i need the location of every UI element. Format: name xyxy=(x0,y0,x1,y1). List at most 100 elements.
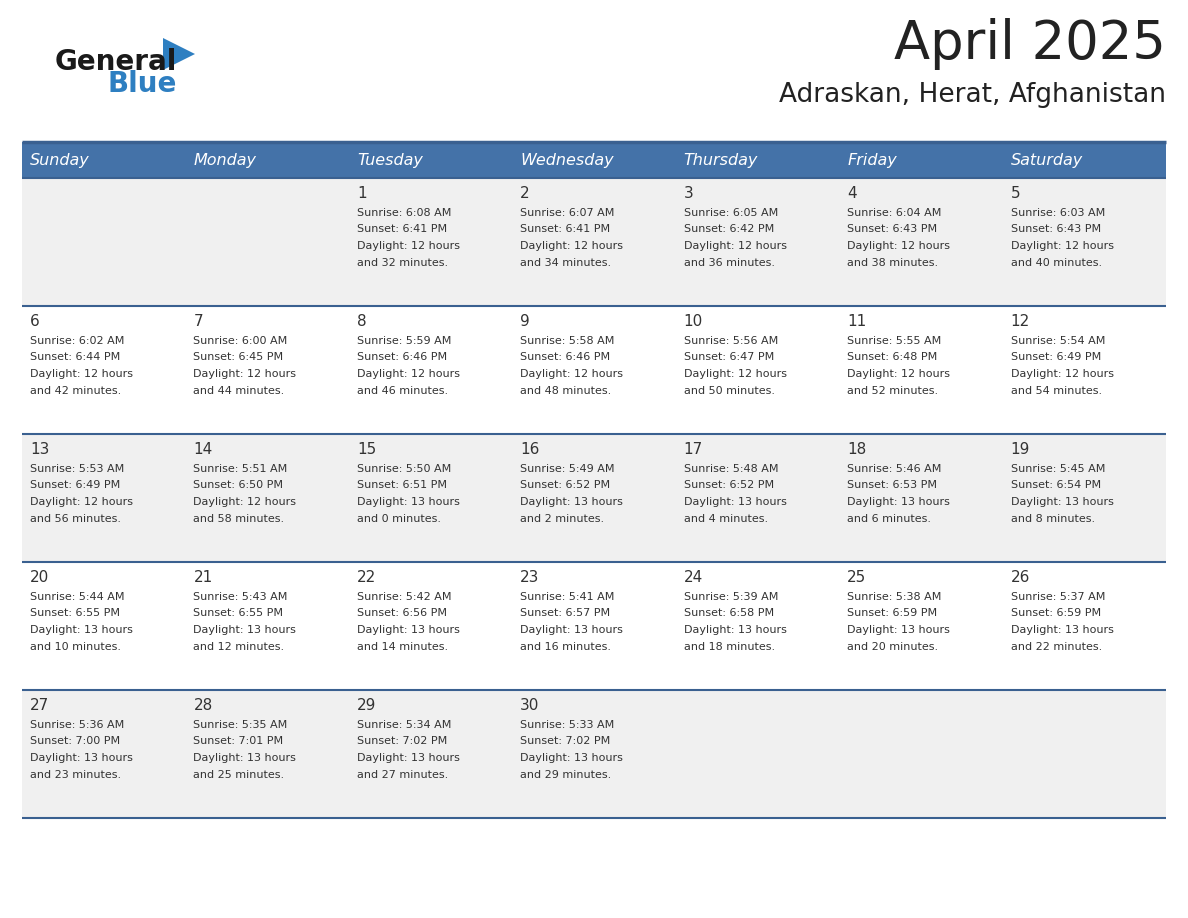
Text: Sunrise: 5:48 AM: Sunrise: 5:48 AM xyxy=(684,464,778,474)
Text: Sunset: 6:46 PM: Sunset: 6:46 PM xyxy=(520,353,611,363)
Text: and 34 minutes.: and 34 minutes. xyxy=(520,258,612,267)
Bar xyxy=(23,562,1165,690)
Text: Sunrise: 5:33 AM: Sunrise: 5:33 AM xyxy=(520,720,614,730)
Text: Sunset: 6:46 PM: Sunset: 6:46 PM xyxy=(356,353,447,363)
Text: Sunrise: 5:59 AM: Sunrise: 5:59 AM xyxy=(356,336,451,346)
Text: Sunset: 6:52 PM: Sunset: 6:52 PM xyxy=(684,480,773,490)
Text: and 32 minutes.: and 32 minutes. xyxy=(356,258,448,267)
Text: 29: 29 xyxy=(356,698,377,713)
Text: 30: 30 xyxy=(520,698,539,713)
Text: Sunset: 6:44 PM: Sunset: 6:44 PM xyxy=(30,353,120,363)
Bar xyxy=(23,434,1165,562)
Text: Thursday: Thursday xyxy=(684,152,758,167)
Text: Sunset: 6:41 PM: Sunset: 6:41 PM xyxy=(356,225,447,234)
Text: 8: 8 xyxy=(356,314,366,329)
Text: 5: 5 xyxy=(1011,186,1020,201)
Text: Sunrise: 6:02 AM: Sunrise: 6:02 AM xyxy=(30,336,125,346)
Text: and 2 minutes.: and 2 minutes. xyxy=(520,513,605,523)
Bar xyxy=(23,306,1165,434)
Text: 18: 18 xyxy=(847,442,866,457)
Text: Sunset: 6:43 PM: Sunset: 6:43 PM xyxy=(847,225,937,234)
Text: Sunday: Sunday xyxy=(30,152,90,167)
Text: Sunrise: 5:53 AM: Sunrise: 5:53 AM xyxy=(30,464,125,474)
Text: and 18 minutes.: and 18 minutes. xyxy=(684,642,775,652)
Text: Sunrise: 6:04 AM: Sunrise: 6:04 AM xyxy=(847,208,942,218)
Text: Daylight: 13 hours: Daylight: 13 hours xyxy=(684,497,786,507)
Text: Daylight: 13 hours: Daylight: 13 hours xyxy=(684,625,786,635)
Polygon shape xyxy=(163,38,195,70)
Text: Sunset: 6:41 PM: Sunset: 6:41 PM xyxy=(520,225,611,234)
Text: Daylight: 12 hours: Daylight: 12 hours xyxy=(30,497,133,507)
Text: 25: 25 xyxy=(847,570,866,585)
Text: Sunrise: 5:51 AM: Sunrise: 5:51 AM xyxy=(194,464,287,474)
Text: 17: 17 xyxy=(684,442,703,457)
Text: Sunrise: 5:34 AM: Sunrise: 5:34 AM xyxy=(356,720,451,730)
Text: and 40 minutes.: and 40 minutes. xyxy=(1011,258,1101,267)
Text: 26: 26 xyxy=(1011,570,1030,585)
Text: Sunset: 6:49 PM: Sunset: 6:49 PM xyxy=(1011,353,1101,363)
Text: and 29 minutes.: and 29 minutes. xyxy=(520,769,612,779)
Text: Daylight: 12 hours: Daylight: 12 hours xyxy=(520,369,624,379)
Text: Monday: Monday xyxy=(194,152,257,167)
Text: April 2025: April 2025 xyxy=(895,18,1165,70)
Text: Daylight: 12 hours: Daylight: 12 hours xyxy=(356,241,460,251)
Text: Sunrise: 5:46 AM: Sunrise: 5:46 AM xyxy=(847,464,942,474)
Text: Daylight: 13 hours: Daylight: 13 hours xyxy=(30,625,133,635)
Text: and 8 minutes.: and 8 minutes. xyxy=(1011,513,1094,523)
Text: Sunrise: 6:07 AM: Sunrise: 6:07 AM xyxy=(520,208,614,218)
Text: Daylight: 13 hours: Daylight: 13 hours xyxy=(847,497,950,507)
Text: 6: 6 xyxy=(30,314,39,329)
Text: Sunset: 6:57 PM: Sunset: 6:57 PM xyxy=(520,609,611,619)
Text: Daylight: 12 hours: Daylight: 12 hours xyxy=(194,369,297,379)
Text: 24: 24 xyxy=(684,570,703,585)
Text: and 12 minutes.: and 12 minutes. xyxy=(194,642,285,652)
Bar xyxy=(23,142,1165,178)
Text: 22: 22 xyxy=(356,570,377,585)
Text: and 56 minutes.: and 56 minutes. xyxy=(30,513,121,523)
Text: and 10 minutes.: and 10 minutes. xyxy=(30,642,121,652)
Text: and 4 minutes.: and 4 minutes. xyxy=(684,513,767,523)
Text: Sunrise: 5:50 AM: Sunrise: 5:50 AM xyxy=(356,464,451,474)
Text: Sunset: 6:45 PM: Sunset: 6:45 PM xyxy=(194,353,284,363)
Text: 11: 11 xyxy=(847,314,866,329)
Text: Daylight: 13 hours: Daylight: 13 hours xyxy=(356,497,460,507)
Text: Friday: Friday xyxy=(847,152,897,167)
Text: Sunset: 6:55 PM: Sunset: 6:55 PM xyxy=(30,609,120,619)
Text: 3: 3 xyxy=(684,186,694,201)
Text: Daylight: 13 hours: Daylight: 13 hours xyxy=(1011,625,1113,635)
Text: 12: 12 xyxy=(1011,314,1030,329)
Text: and 25 minutes.: and 25 minutes. xyxy=(194,769,285,779)
Text: 15: 15 xyxy=(356,442,377,457)
Text: and 50 minutes.: and 50 minutes. xyxy=(684,386,775,396)
Bar xyxy=(23,690,1165,818)
Text: Sunrise: 6:03 AM: Sunrise: 6:03 AM xyxy=(1011,208,1105,218)
Text: Sunset: 6:53 PM: Sunset: 6:53 PM xyxy=(847,480,937,490)
Bar xyxy=(23,178,1165,306)
Text: Tuesday: Tuesday xyxy=(356,152,423,167)
Text: Sunset: 6:49 PM: Sunset: 6:49 PM xyxy=(30,480,120,490)
Text: and 27 minutes.: and 27 minutes. xyxy=(356,769,448,779)
Text: and 44 minutes.: and 44 minutes. xyxy=(194,386,285,396)
Text: and 22 minutes.: and 22 minutes. xyxy=(1011,642,1101,652)
Text: 23: 23 xyxy=(520,570,539,585)
Text: Sunset: 6:50 PM: Sunset: 6:50 PM xyxy=(194,480,284,490)
Text: 10: 10 xyxy=(684,314,703,329)
Text: 4: 4 xyxy=(847,186,857,201)
Text: Sunrise: 5:35 AM: Sunrise: 5:35 AM xyxy=(194,720,287,730)
Text: Sunrise: 6:08 AM: Sunrise: 6:08 AM xyxy=(356,208,451,218)
Text: and 38 minutes.: and 38 minutes. xyxy=(847,258,939,267)
Text: Sunrise: 5:56 AM: Sunrise: 5:56 AM xyxy=(684,336,778,346)
Text: Daylight: 12 hours: Daylight: 12 hours xyxy=(1011,369,1113,379)
Text: Sunrise: 5:44 AM: Sunrise: 5:44 AM xyxy=(30,592,125,602)
Text: Sunset: 6:56 PM: Sunset: 6:56 PM xyxy=(356,609,447,619)
Text: 2: 2 xyxy=(520,186,530,201)
Text: Daylight: 13 hours: Daylight: 13 hours xyxy=(30,753,133,763)
Text: Sunset: 7:01 PM: Sunset: 7:01 PM xyxy=(194,736,284,746)
Text: and 6 minutes.: and 6 minutes. xyxy=(847,513,931,523)
Text: Sunrise: 5:41 AM: Sunrise: 5:41 AM xyxy=(520,592,614,602)
Text: and 54 minutes.: and 54 minutes. xyxy=(1011,386,1101,396)
Text: 1: 1 xyxy=(356,186,366,201)
Text: Daylight: 13 hours: Daylight: 13 hours xyxy=(847,625,950,635)
Text: 19: 19 xyxy=(1011,442,1030,457)
Text: and 16 minutes.: and 16 minutes. xyxy=(520,642,612,652)
